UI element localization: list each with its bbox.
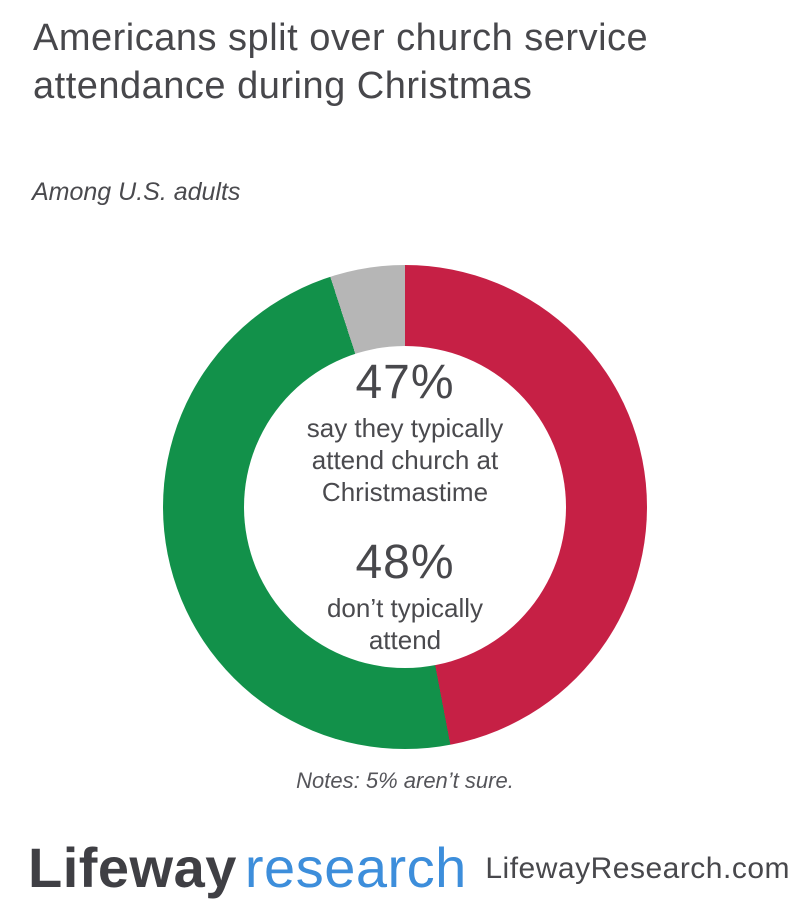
page-title: Americans split over church service atte… [33,17,649,107]
chart-subtitle: Among U.S. adults [32,178,241,206]
website-url: LifewayResearch.com [485,852,790,885]
no-attend-percentage: 48% [355,536,455,589]
donut-center: 47% say they typically attend church at … [244,346,566,668]
attend-label: say they typically attend church at Chri… [306,413,504,507]
attend-percentage: 47% [355,356,455,409]
chart-notes: Notes: 5% aren’t sure. [296,768,514,793]
lifeway-research-logo: Lifeway research [28,838,467,898]
logo-research-text: research [244,836,467,899]
donut-chart: 47% say they typically attend church at … [163,265,647,749]
no-attend-label: don’t typically attend [326,593,484,655]
logo-lifeway-text: Lifeway [28,836,237,899]
